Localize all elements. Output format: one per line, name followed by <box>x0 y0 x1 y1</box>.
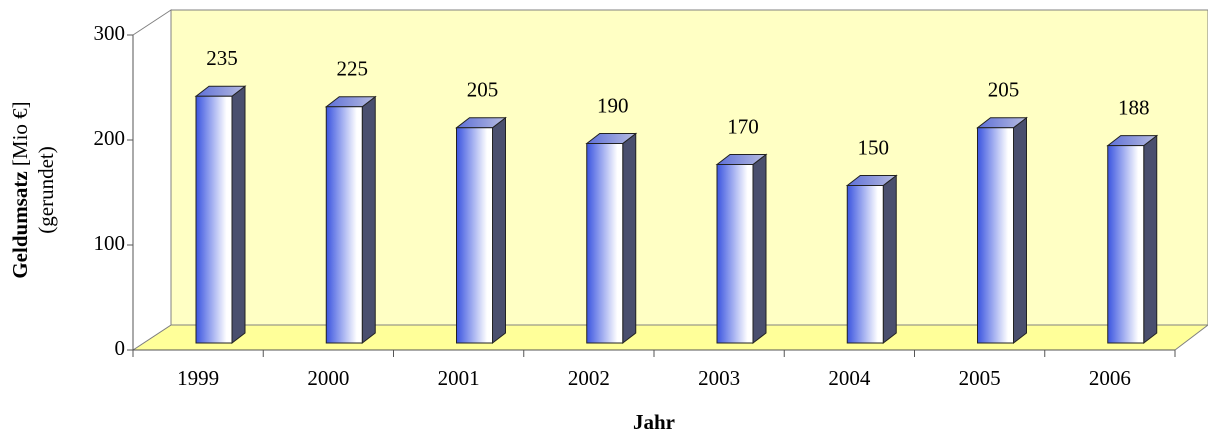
y-tick-label: 200 <box>94 126 126 150</box>
side-wall <box>132 9 172 351</box>
bar-side <box>492 116 506 345</box>
floor <box>131 324 1208 351</box>
value-label: 205 <box>988 78 1020 102</box>
value-label: 235 <box>206 46 238 70</box>
value-label: 150 <box>858 135 890 159</box>
value-label: 205 <box>467 78 499 102</box>
bar-side <box>1013 116 1027 345</box>
x-tick-label: 2006 <box>1089 366 1131 390</box>
x-tick-label: 2001 <box>438 366 480 390</box>
bar <box>325 106 363 344</box>
bar-side <box>1143 134 1158 345</box>
bar <box>1107 145 1145 344</box>
y-tick-label: 100 <box>94 231 126 255</box>
bar-side <box>231 85 246 345</box>
x-tick-label: 2000 <box>307 366 349 390</box>
y-tick-label: 300 <box>94 21 126 45</box>
y-axis-subtitle: (gerundet) <box>34 146 58 233</box>
y-tick-label: 0 <box>115 336 126 360</box>
bar <box>456 127 493 344</box>
y-axis-title-main: Geldumsatz <box>8 171 32 278</box>
bar <box>586 143 624 344</box>
x-tick-label: 2004 <box>828 366 871 390</box>
bar-side <box>752 153 767 345</box>
value-label: 190 <box>597 93 629 117</box>
value-label: 170 <box>727 114 759 138</box>
y-axis-title: Geldumsatz [Mio €] <box>8 101 32 278</box>
bar <box>846 185 884 344</box>
y-axis-title-unit: [Mio €] <box>8 101 32 166</box>
x-axis-title: Jahr <box>633 410 675 434</box>
x-tick-label: 2002 <box>568 366 610 390</box>
bar <box>977 127 1014 344</box>
bar-side <box>882 174 897 345</box>
bar-side <box>361 95 376 345</box>
x-tick-label: 2005 <box>959 366 1001 390</box>
value-label: 188 <box>1118 95 1150 119</box>
bar-side <box>622 132 637 345</box>
bar <box>716 164 754 344</box>
x-tick-label: 1999 <box>177 366 219 390</box>
value-label: 225 <box>337 57 369 81</box>
x-tick-label: 2003 <box>698 366 740 390</box>
bar <box>195 95 233 344</box>
